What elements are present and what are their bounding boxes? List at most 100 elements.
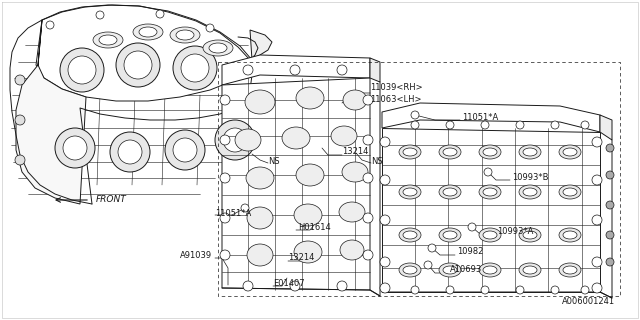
Circle shape [468, 223, 476, 231]
Text: 10993*A: 10993*A [497, 228, 533, 236]
Circle shape [481, 286, 489, 294]
Ellipse shape [282, 127, 310, 149]
Ellipse shape [479, 185, 501, 199]
Circle shape [380, 137, 390, 147]
Ellipse shape [563, 148, 577, 156]
Circle shape [363, 95, 373, 105]
Circle shape [110, 132, 150, 172]
Circle shape [243, 65, 253, 75]
Circle shape [363, 135, 373, 145]
Ellipse shape [403, 231, 417, 239]
Ellipse shape [247, 244, 273, 266]
Circle shape [15, 155, 25, 165]
Circle shape [380, 283, 390, 293]
Ellipse shape [296, 164, 324, 186]
Circle shape [363, 250, 373, 260]
Circle shape [606, 144, 614, 152]
Ellipse shape [443, 188, 457, 196]
Text: 11051*A: 11051*A [215, 209, 252, 218]
Text: H01614: H01614 [298, 223, 331, 233]
Text: E01407: E01407 [273, 279, 305, 289]
Text: 10982: 10982 [457, 247, 483, 257]
Ellipse shape [443, 148, 457, 156]
Circle shape [481, 121, 489, 129]
Circle shape [220, 213, 230, 223]
Circle shape [581, 121, 589, 129]
Ellipse shape [563, 266, 577, 274]
Ellipse shape [523, 231, 537, 239]
Circle shape [592, 137, 602, 147]
Ellipse shape [294, 241, 322, 263]
Ellipse shape [563, 188, 577, 196]
Circle shape [118, 140, 142, 164]
Circle shape [551, 121, 559, 129]
Ellipse shape [559, 185, 581, 199]
Circle shape [424, 261, 432, 269]
Circle shape [592, 175, 602, 185]
Circle shape [592, 283, 602, 293]
Ellipse shape [99, 35, 117, 45]
Circle shape [606, 231, 614, 239]
Circle shape [446, 121, 454, 129]
Circle shape [96, 11, 104, 19]
Text: 13214: 13214 [288, 253, 314, 262]
Circle shape [223, 128, 247, 152]
Ellipse shape [519, 228, 541, 242]
Ellipse shape [170, 27, 200, 43]
Polygon shape [370, 58, 380, 82]
Ellipse shape [331, 126, 357, 146]
Polygon shape [250, 30, 272, 60]
Ellipse shape [296, 87, 324, 109]
Text: 11051*A: 11051*A [462, 114, 499, 123]
Circle shape [60, 48, 104, 92]
Ellipse shape [563, 231, 577, 239]
Circle shape [592, 257, 602, 267]
Circle shape [446, 286, 454, 294]
Circle shape [181, 54, 209, 82]
Ellipse shape [523, 188, 537, 196]
Ellipse shape [93, 32, 123, 48]
Ellipse shape [403, 266, 417, 274]
Polygon shape [222, 55, 370, 85]
Ellipse shape [519, 145, 541, 159]
Ellipse shape [443, 231, 457, 239]
Circle shape [173, 138, 197, 162]
Ellipse shape [245, 90, 275, 114]
Ellipse shape [235, 129, 261, 151]
Polygon shape [382, 128, 600, 292]
Circle shape [220, 250, 230, 260]
Circle shape [380, 215, 390, 225]
Circle shape [606, 258, 614, 266]
Text: NS: NS [371, 157, 383, 166]
Circle shape [428, 244, 436, 252]
Text: A006001241: A006001241 [562, 297, 615, 306]
Ellipse shape [519, 263, 541, 277]
Text: A91039: A91039 [180, 251, 212, 260]
Ellipse shape [203, 40, 233, 56]
Circle shape [63, 136, 87, 160]
Text: 11039<RH>: 11039<RH> [370, 84, 422, 92]
Circle shape [516, 121, 524, 129]
Circle shape [220, 95, 230, 105]
Ellipse shape [479, 145, 501, 159]
Circle shape [290, 65, 300, 75]
Circle shape [363, 213, 373, 223]
Ellipse shape [483, 188, 497, 196]
Ellipse shape [483, 148, 497, 156]
Circle shape [337, 281, 347, 291]
Circle shape [380, 257, 390, 267]
Polygon shape [36, 5, 252, 101]
Ellipse shape [139, 27, 157, 37]
Ellipse shape [439, 145, 461, 159]
Circle shape [241, 204, 249, 212]
Circle shape [380, 175, 390, 185]
Ellipse shape [443, 266, 457, 274]
Text: 11063<LH>: 11063<LH> [370, 95, 422, 105]
Circle shape [156, 10, 164, 18]
Circle shape [290, 281, 300, 291]
Ellipse shape [294, 204, 322, 226]
Circle shape [337, 65, 347, 75]
Circle shape [581, 286, 589, 294]
Circle shape [606, 201, 614, 209]
Text: FRONT: FRONT [96, 196, 127, 204]
